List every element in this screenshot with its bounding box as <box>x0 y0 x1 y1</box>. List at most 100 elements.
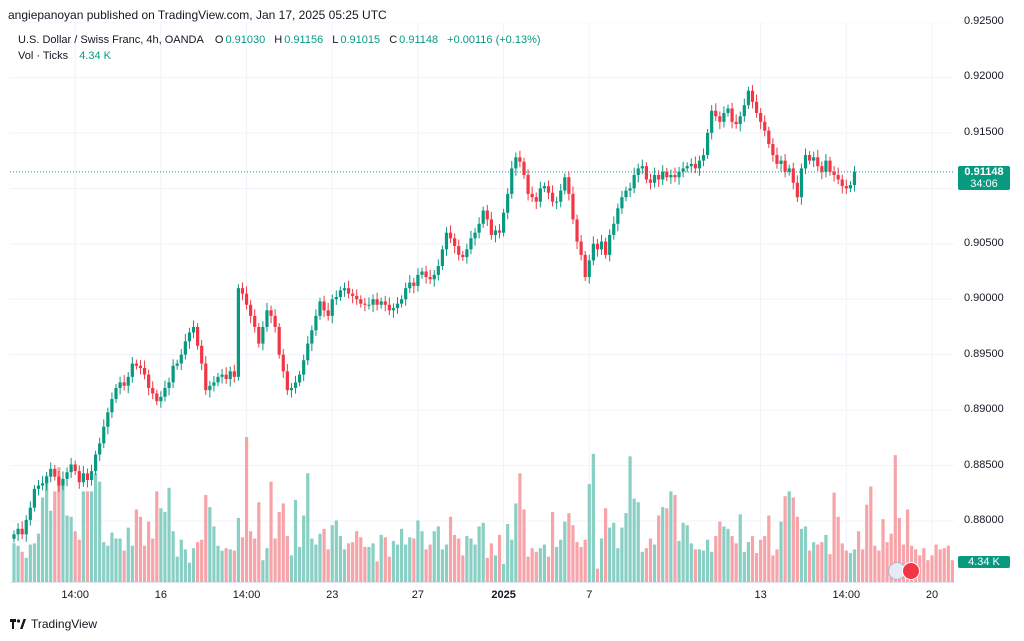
candle-body <box>616 208 620 224</box>
volume-bar <box>110 532 114 582</box>
candle-body <box>240 288 245 294</box>
candle-body <box>367 304 371 306</box>
volume-bar <box>530 548 534 582</box>
candle-body <box>840 179 844 187</box>
volume-bar <box>342 549 347 582</box>
price-tick-label: 0.89000 <box>964 403 1004 416</box>
candle-body <box>693 163 697 169</box>
candle-body <box>763 121 767 131</box>
volume-bar <box>905 509 910 582</box>
candle-body <box>322 301 326 311</box>
time-tick-label: 27 <box>411 589 425 601</box>
candle-body <box>746 90 750 106</box>
volume-bar <box>652 544 657 582</box>
volume-bar <box>126 527 130 582</box>
volume-bar <box>106 545 110 582</box>
volume-bar <box>461 555 465 582</box>
candle-body <box>147 374 151 388</box>
volume-bar <box>77 539 81 582</box>
candle-body <box>196 326 200 346</box>
volume-bar <box>265 548 269 582</box>
volume-bar <box>881 519 885 582</box>
volume-bar <box>293 499 298 582</box>
volume-bar <box>98 481 102 582</box>
candle-body <box>85 473 90 480</box>
candle-body <box>583 254 587 278</box>
chart-plot-area[interactable] <box>10 22 954 583</box>
candle-body <box>187 332 192 342</box>
volume-bar <box>212 526 216 582</box>
volume-bar <box>228 549 232 582</box>
volume-bar <box>61 479 65 582</box>
price-axis[interactable]: 0.925000.920000.915000.910000.905000.900… <box>954 15 1024 582</box>
candle-body <box>791 168 795 183</box>
volume-bar <box>379 534 383 582</box>
candle-body <box>824 160 828 172</box>
candle-body <box>391 308 396 311</box>
candle-body <box>750 90 755 102</box>
candle-body <box>379 301 383 305</box>
candle-body <box>416 274 420 286</box>
candle-body <box>808 155 812 161</box>
volume-bar <box>249 531 253 582</box>
volume-bar <box>224 548 228 582</box>
candle-body <box>514 157 518 169</box>
volume-bar <box>94 473 98 582</box>
volume-bar <box>869 486 873 582</box>
candle-body <box>734 121 738 125</box>
time-tick-label: 14:00 <box>61 589 89 601</box>
candle-body <box>412 282 416 286</box>
candle-body <box>497 230 502 233</box>
candle-body <box>32 488 36 508</box>
candle-body <box>502 212 506 233</box>
candle-body <box>12 534 16 539</box>
candle-body <box>628 188 632 191</box>
volume-bar <box>816 544 820 582</box>
candle-body <box>669 175 673 178</box>
candle-body <box>685 166 689 169</box>
candle-body <box>767 130 771 144</box>
volume-bar <box>518 473 522 582</box>
candle-body <box>220 374 224 377</box>
candle-body <box>424 271 428 278</box>
symbol-legend[interactable]: U.S. Dollar / Swiss Franc, 4h, OANDA O 0.… <box>18 34 543 46</box>
candle-body <box>40 483 45 486</box>
volume-bar <box>526 556 530 582</box>
footer: TradingView <box>10 617 97 631</box>
candle-body <box>799 168 804 198</box>
candle-body <box>138 365 143 368</box>
candle-body <box>183 341 187 355</box>
volume-bar <box>502 563 506 582</box>
change-value: +0.00116 (+0.13%) <box>447 34 541 46</box>
candle-body <box>599 241 604 250</box>
swiss-flag-icon[interactable] <box>902 562 920 580</box>
volume-legend[interactable]: Vol · Ticks 4.34 K <box>18 50 113 62</box>
volume-bar <box>852 549 857 582</box>
candlestick-chart[interactable] <box>10 22 954 582</box>
candle-body <box>171 365 175 383</box>
candle-body <box>783 160 787 172</box>
time-tick-label: 16 <box>154 589 167 601</box>
volume-bar <box>538 548 542 582</box>
volume-bar <box>24 557 28 582</box>
candle-body <box>224 374 228 380</box>
volume-bar <box>828 554 832 582</box>
volume-bar <box>269 481 273 582</box>
candle-body <box>579 241 583 255</box>
candle-body <box>118 382 122 388</box>
volume-bar <box>946 545 950 582</box>
candle-body <box>338 290 342 298</box>
volume-bar <box>298 546 302 582</box>
volume-bar <box>73 531 77 582</box>
volume-bar <box>175 556 179 582</box>
volume-bar <box>167 487 171 582</box>
time-axis[interactable]: 14:00 16 14:00 23 27 2025 7 13 14:00 20 <box>10 582 954 606</box>
volume-bar <box>608 527 612 582</box>
candle-body <box>110 399 114 413</box>
volume-bar <box>216 545 220 582</box>
candle-body <box>559 190 563 202</box>
candle-body <box>400 299 404 304</box>
volume-bar <box>555 546 559 582</box>
volume-bar <box>722 526 726 582</box>
volume-bar <box>808 550 812 582</box>
